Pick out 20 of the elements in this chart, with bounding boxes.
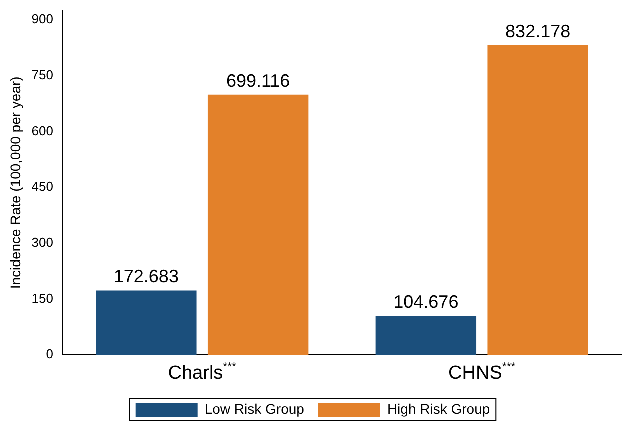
- bar: [488, 45, 588, 355]
- data-label: 699.116: [226, 70, 290, 91]
- bar: [376, 316, 477, 355]
- y-tick-label: 0: [46, 346, 54, 362]
- y-tick-label: 150: [32, 290, 54, 306]
- y-tick-label: 600: [32, 123, 54, 138]
- bar: [96, 290, 197, 355]
- data-label: 832.178: [506, 21, 571, 42]
- y-tick-label: 900: [32, 12, 54, 27]
- x-tick-label: CHNS***: [448, 361, 516, 384]
- y-tick-label: 300: [32, 234, 54, 250]
- legend-label: High Risk Group: [387, 400, 490, 417]
- legend-label: Low Risk Group: [204, 400, 305, 417]
- y-tick-label: 750: [32, 67, 54, 82]
- data-label: 172.683: [114, 266, 179, 287]
- data-label: 104.676: [394, 292, 459, 312]
- y-tick-label: 450: [32, 179, 54, 194]
- bar: [208, 94, 309, 355]
- x-tick-label: Charls***: [168, 361, 238, 384]
- y-axis-title: Incidence Rate (100,000 per year): [7, 76, 24, 290]
